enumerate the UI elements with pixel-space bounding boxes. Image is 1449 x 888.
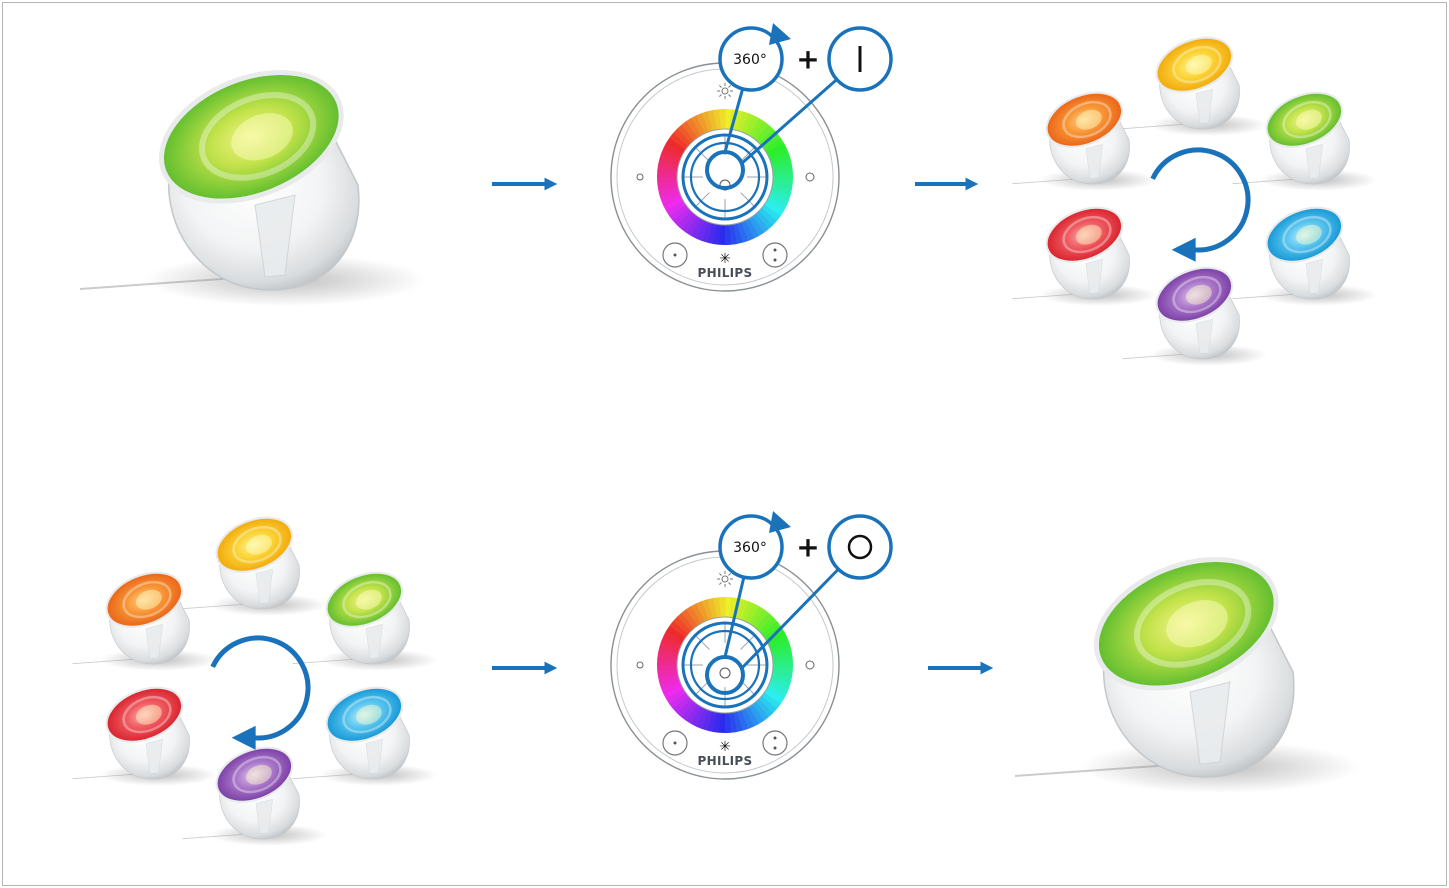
bottom-dim-icon — [636, 661, 644, 669]
bottom-effect-icon — [805, 660, 815, 670]
svg-text:✳: ✳ — [719, 739, 731, 755]
top-rotation-label: 360° — [733, 52, 767, 68]
cluster-top-lamp-green — [1232, 91, 1378, 191]
cycle-arrow-top — [1150, 147, 1251, 262]
top-brand-label: PHILIPS — [698, 266, 753, 280]
svg-text:✳: ✳ — [719, 251, 731, 267]
lamps-layer — [72, 36, 1378, 846]
cluster-bottom-lamp-yellow — [182, 516, 328, 616]
top-rotate-bubble — [718, 26, 784, 92]
bottom-rotation-label: 360° — [733, 540, 767, 556]
bottom-switch-bubble — [827, 514, 893, 580]
cluster-bottom-lamp-red — [72, 686, 218, 786]
cycle-arrow-bottom — [210, 635, 311, 750]
top-remote: ✳PHILIPS 360° + — [610, 23, 893, 292]
bottom-plus-sign: + — [796, 531, 819, 564]
lamp-large-top — [79, 69, 425, 306]
top-effect-icon — [805, 172, 815, 182]
cluster-top-lamp-blue — [1232, 206, 1378, 306]
bottom-brightness-icon — [717, 571, 733, 587]
top-brightness-icon — [717, 83, 733, 99]
cluster-top-lamp-orange — [1012, 91, 1158, 191]
cluster-top-lamp-purple — [1122, 266, 1268, 366]
off-circle-icon — [847, 534, 873, 560]
cluster-top-lamp-red — [1012, 206, 1158, 306]
bottom-brand-label: PHILIPS — [698, 754, 753, 768]
bottom-rotate-bubble — [718, 514, 784, 580]
cluster-bottom-lamp-blue — [292, 686, 438, 786]
cycle-arrows-layer — [210, 147, 1251, 750]
top-plus-sign: + — [796, 43, 819, 76]
cluster-bottom-lamp-orange — [72, 571, 218, 671]
cluster-bottom-lamp-purple — [182, 746, 328, 846]
bottom-remote: ✳PHILIPS 360° + — [610, 511, 893, 780]
arrows-layer — [492, 177, 994, 675]
lamp-large-bottom — [1014, 556, 1360, 793]
top-scene-button-2 — [762, 242, 788, 268]
bottom-scene-button-2 — [762, 730, 788, 756]
cluster-top-lamp-yellow — [1122, 36, 1268, 136]
cluster-bottom-lamp-green — [292, 571, 438, 671]
top-dim-icon — [636, 173, 644, 181]
